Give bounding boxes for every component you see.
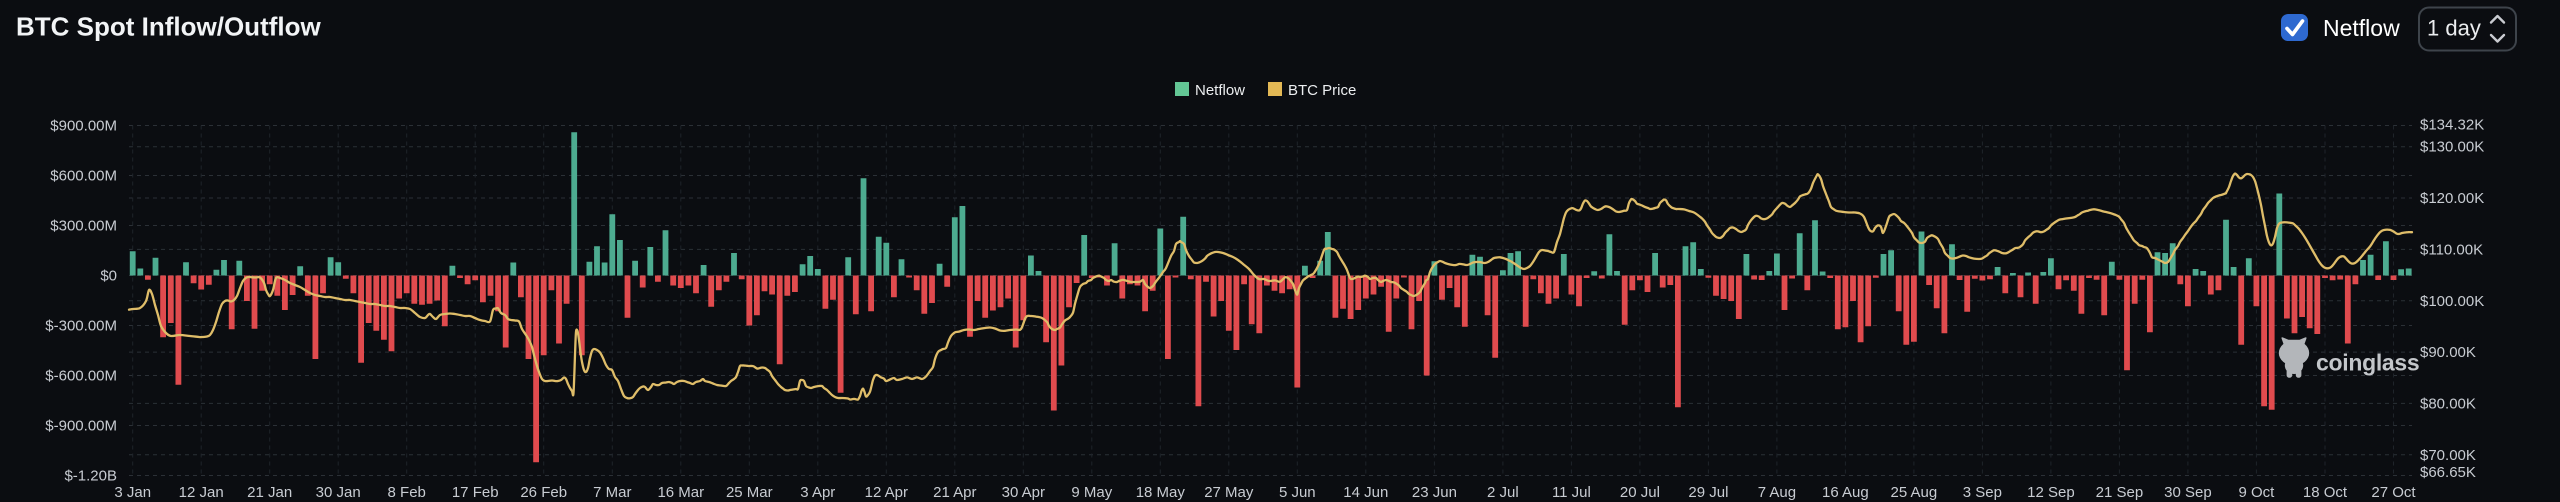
svg-text:7 Mar: 7 Mar xyxy=(593,484,631,501)
svg-text:Netflow: Netflow xyxy=(1195,82,1245,99)
svg-text:$100.00K: $100.00K xyxy=(2420,293,2484,310)
svg-text:$66.65K: $66.65K xyxy=(2420,464,2476,481)
svg-text:9 May: 9 May xyxy=(1071,484,1112,501)
svg-text:5 Jun: 5 Jun xyxy=(1279,484,1316,501)
svg-text:26 Feb: 26 Feb xyxy=(520,484,567,501)
svg-text:25 Aug: 25 Aug xyxy=(1891,484,1938,501)
svg-text:12 Jan: 12 Jan xyxy=(179,484,224,501)
svg-text:7 Aug: 7 Aug xyxy=(1758,484,1796,501)
svg-text:BTC Price: BTC Price xyxy=(1288,82,1356,99)
svg-text:30 Jan: 30 Jan xyxy=(316,484,361,501)
svg-text:$300.00M: $300.00M xyxy=(50,218,117,235)
svg-text:14 Jun: 14 Jun xyxy=(1343,484,1388,501)
svg-text:11 Jul: 11 Jul xyxy=(1552,484,1591,501)
svg-text:coinglass: coinglass xyxy=(2316,350,2419,376)
svg-text:9 Oct: 9 Oct xyxy=(2238,484,2275,501)
svg-text:$0: $0 xyxy=(100,268,117,285)
svg-text:16 Mar: 16 Mar xyxy=(657,484,704,501)
svg-text:$110.00K: $110.00K xyxy=(2420,241,2483,258)
svg-text:29 Jul: 29 Jul xyxy=(1688,484,1728,501)
svg-text:21 Apr: 21 Apr xyxy=(933,484,976,501)
svg-text:$70.00K: $70.00K xyxy=(2420,447,2476,464)
svg-text:30 Apr: 30 Apr xyxy=(1002,484,1045,501)
svg-text:$130.00K: $130.00K xyxy=(2420,139,2484,156)
svg-text:3 Sep: 3 Sep xyxy=(1963,484,2002,501)
svg-text:3 Apr: 3 Apr xyxy=(800,484,835,501)
svg-text:30 Sep: 30 Sep xyxy=(2164,484,2212,501)
svg-text:23 Jun: 23 Jun xyxy=(1412,484,1457,501)
svg-text:17 Feb: 17 Feb xyxy=(452,484,499,501)
svg-text:Netflow: Netflow xyxy=(2323,15,2400,41)
svg-text:$90.00K: $90.00K xyxy=(2420,344,2476,361)
svg-text:12 Apr: 12 Apr xyxy=(865,484,908,501)
svg-text:$-600.00M: $-600.00M xyxy=(45,368,117,385)
svg-text:25 Mar: 25 Mar xyxy=(726,484,773,501)
svg-text:12 Sep: 12 Sep xyxy=(2027,484,2075,501)
svg-text:$120.00K: $120.00K xyxy=(2420,190,2484,207)
svg-text:8 Feb: 8 Feb xyxy=(388,484,426,501)
svg-text:$80.00K: $80.00K xyxy=(2420,396,2476,413)
svg-text:$-300.00M: $-300.00M xyxy=(45,318,117,335)
svg-text:$-1.20B: $-1.20B xyxy=(64,468,117,485)
svg-text:21 Sep: 21 Sep xyxy=(2096,484,2144,501)
svg-text:18 May: 18 May xyxy=(1136,484,1186,501)
svg-text:3 Jan: 3 Jan xyxy=(114,484,151,501)
svg-text:20 Jul: 20 Jul xyxy=(1620,484,1660,501)
svg-text:27 Oct: 27 Oct xyxy=(2371,484,2416,501)
svg-text:$600.00M: $600.00M xyxy=(50,168,117,185)
svg-text:BTC Spot Inflow/Outflow: BTC Spot Inflow/Outflow xyxy=(16,12,321,42)
svg-text:$900.00M: $900.00M xyxy=(50,118,117,135)
svg-text:27 May: 27 May xyxy=(1204,484,1254,501)
svg-text:$134.32K: $134.32K xyxy=(2420,117,2484,134)
svg-text:2 Jul: 2 Jul xyxy=(1487,484,1519,501)
svg-text:16 Aug: 16 Aug xyxy=(1822,484,1869,501)
svg-text:18 Oct: 18 Oct xyxy=(2303,484,2348,501)
svg-text:1 day: 1 day xyxy=(2427,16,2481,41)
svg-text:21 Jan: 21 Jan xyxy=(247,484,292,501)
svg-text:$-900.00M: $-900.00M xyxy=(45,418,117,435)
